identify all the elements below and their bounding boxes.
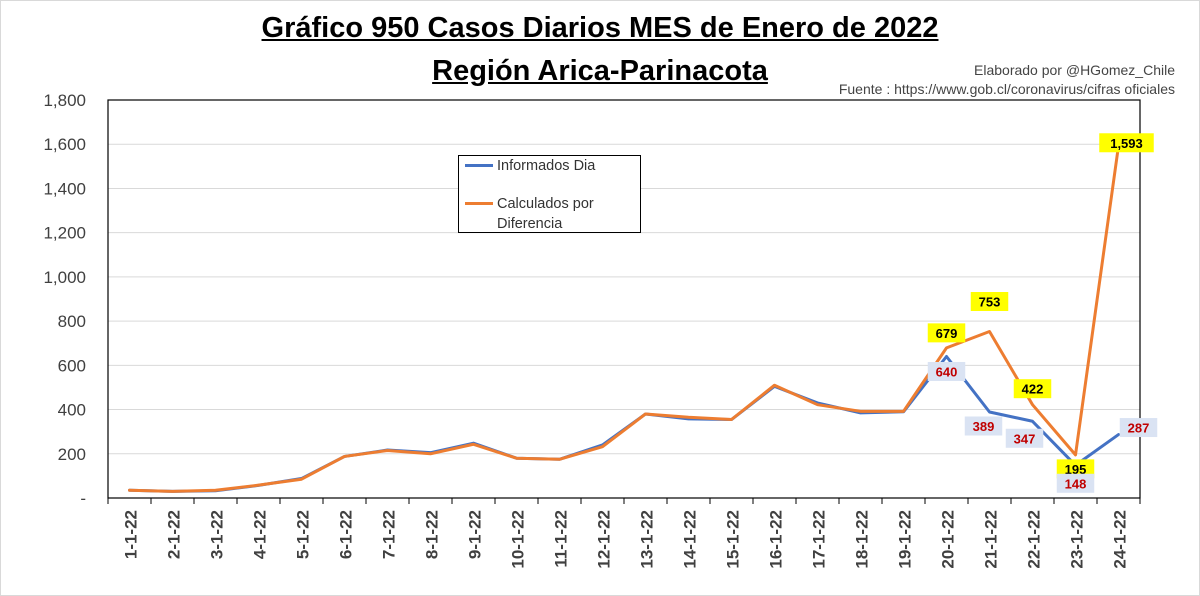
credit-source: Fuente : https://www.gob.cl/coronavirus/… xyxy=(838,81,1175,97)
x-tick-label: 15-1-22 xyxy=(724,510,743,569)
y-tick-label: 800 xyxy=(58,312,86,331)
x-tick-label: 14-1-22 xyxy=(681,510,700,569)
x-tick-label: 7-1-22 xyxy=(380,510,399,559)
series-line-calculados xyxy=(128,144,1120,493)
x-tick-label: 9-1-22 xyxy=(466,510,485,559)
x-tick-label: 12-1-22 xyxy=(595,510,614,569)
legend-label-calculados: Calculados por Diferencia xyxy=(497,196,594,232)
legend: Informados Dia Calculados por Diferencia xyxy=(458,155,641,233)
data-label-calculados-bg xyxy=(1099,133,1154,153)
legend-swatch-informados xyxy=(465,164,493,167)
x-tick-label: 1-1-22 xyxy=(122,510,141,559)
data-label-informados: 389 xyxy=(973,419,995,434)
x-tick-label: 5-1-22 xyxy=(294,510,313,559)
x-tick-label: 20-1-22 xyxy=(939,510,958,569)
y-tick-label: 1,400 xyxy=(43,179,86,198)
y-tick-label: 200 xyxy=(58,445,86,464)
data-label-calculados: 753 xyxy=(979,295,1001,310)
x-tick-label: 22-1-22 xyxy=(1025,510,1044,569)
y-tick-label: - xyxy=(80,489,86,508)
x-tick-label: 8-1-22 xyxy=(423,510,442,559)
x-tick-label: 6-1-22 xyxy=(337,510,356,559)
data-label-informados-bg xyxy=(964,416,1003,436)
chart-subtitle: Región Arica-Parinacota xyxy=(432,55,768,87)
x-tick-label: 24-1-22 xyxy=(1111,510,1130,569)
chart-title: Gráfico 950 Casos Diarios MES de Enero d… xyxy=(261,12,939,44)
data-label-informados-bg xyxy=(927,361,966,381)
data-label-informados: 148 xyxy=(1065,476,1087,491)
data-label-calculados-bg xyxy=(1056,459,1095,479)
x-tick-label: 16-1-22 xyxy=(767,510,786,569)
data-label-informados: 347 xyxy=(1014,431,1036,446)
legend-item-calculados: Calculados por Diferencia xyxy=(465,194,629,234)
data-label-calculados-bg xyxy=(1013,379,1052,399)
x-tick-label: 4-1-22 xyxy=(251,510,270,559)
data-label-informados-bg xyxy=(1005,428,1044,448)
data-label-informados: 640 xyxy=(936,364,958,379)
x-tick-label: 17-1-22 xyxy=(810,510,829,569)
data-label-calculados: 195 xyxy=(1065,462,1087,477)
y-tick-label: 1,800 xyxy=(43,91,86,110)
data-label-calculados-bg xyxy=(970,292,1009,312)
x-tick-label: 2-1-22 xyxy=(165,510,184,559)
data-label-informados: 287 xyxy=(1128,421,1150,436)
x-tick-label: 11-1-22 xyxy=(552,510,571,568)
x-tick-label: 23-1-22 xyxy=(1068,510,1087,569)
x-tick-label: 21-1-22 xyxy=(982,510,1001,569)
data-label-informados-bg xyxy=(1119,418,1158,438)
data-label-calculados: 679 xyxy=(936,326,958,341)
data-label-informados-bg xyxy=(1056,473,1095,493)
legend-label-informados: Informados Dia xyxy=(497,158,596,174)
credit-author: Elaborado por @HGomez_Chile xyxy=(974,62,1175,78)
legend-swatch-calculados xyxy=(465,202,493,205)
y-tick-label: 1,200 xyxy=(43,224,86,243)
x-tick-label: 18-1-22 xyxy=(853,510,872,569)
y-tick-label: 1,000 xyxy=(43,268,86,287)
x-tick-label: 3-1-22 xyxy=(208,510,227,559)
x-tick-label: 19-1-22 xyxy=(896,510,915,569)
x-tick-label: 13-1-22 xyxy=(638,510,657,569)
data-label-calculados-bg xyxy=(927,323,966,343)
legend-item-informados: Informados Dia xyxy=(465,156,595,176)
y-tick-label: 1,600 xyxy=(43,135,86,154)
y-tick-label: 600 xyxy=(58,356,86,375)
y-tick-label: 400 xyxy=(58,401,86,420)
x-tick-label: 10-1-22 xyxy=(509,510,528,569)
data-label-calculados: 1,593 xyxy=(1110,136,1143,151)
data-label-calculados: 422 xyxy=(1022,382,1044,397)
